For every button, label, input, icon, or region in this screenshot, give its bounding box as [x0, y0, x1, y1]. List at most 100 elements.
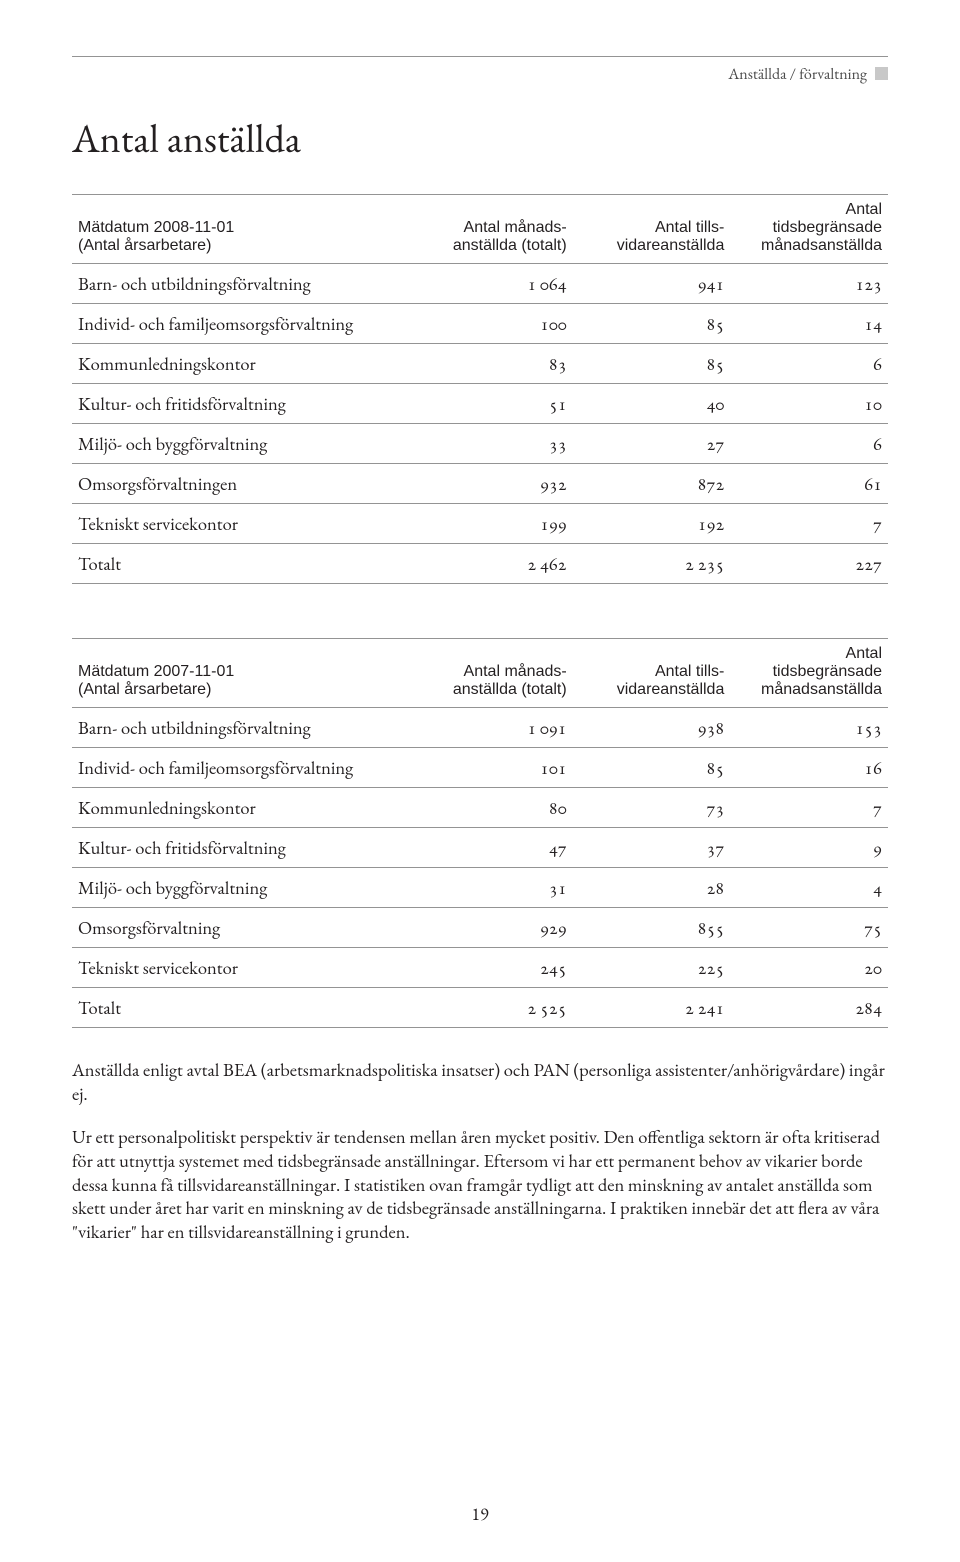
cell-value: 2 235 [573, 544, 731, 584]
cell-value: 51 [415, 384, 573, 424]
cell-value: 28 [573, 868, 731, 908]
col-header-1: Antal månads- anställda (totalt) [415, 195, 573, 264]
cell-value: 9 [730, 828, 888, 868]
table-2007: Mätdatum 2007-11-01 (Antal årsarbetare) … [72, 638, 888, 1028]
cell-value: 227 [730, 544, 888, 584]
table-header-row: Mätdatum 2008-11-01 (Antal årsarbetare) … [72, 195, 888, 264]
cell-value: 80 [415, 788, 573, 828]
table-row: Kommunledningskontor83856 [72, 344, 888, 384]
row-label: Totalt [72, 544, 415, 584]
cell-value: 75 [730, 908, 888, 948]
footnote: Anställda enligt avtal BEA (arbetsmarkna… [72, 1058, 888, 1105]
table-row: Barn- och utbildningsförvaltning1 064941… [72, 264, 888, 304]
cell-value: 872 [573, 464, 731, 504]
row-label: Omsorgsförvaltningen [72, 464, 415, 504]
row-label: Barn- och utbildningsförvaltning [72, 708, 415, 748]
table-row: Kultur- och fritidsförvaltning514010 [72, 384, 888, 424]
col-header-label: Mätdatum 2008-11-01 (Antal årsarbetare) [72, 195, 415, 264]
cell-value: 225 [573, 948, 731, 988]
table-row: Omsorgsförvaltningen93287261 [72, 464, 888, 504]
section-label-row: Anställda / förvaltning [72, 63, 888, 84]
cell-value: 61 [730, 464, 888, 504]
table-body-2008: Barn- och utbildningsförvaltning1 064941… [72, 264, 888, 584]
cell-value: 83 [415, 344, 573, 384]
table-row: Totalt2 4622 235227 [72, 544, 888, 584]
cell-value: 27 [573, 424, 731, 464]
table-row: Individ- och familjeomsorgsförvaltning10… [72, 304, 888, 344]
cell-value: 245 [415, 948, 573, 988]
section-square-icon [875, 67, 888, 80]
cell-value: 192 [573, 504, 731, 544]
col-header-3: Antal tidsbegränsade månadsanställda [730, 195, 888, 264]
table-2008: Mätdatum 2008-11-01 (Antal årsarbetare) … [72, 194, 888, 584]
row-label: Kommunledningskontor [72, 788, 415, 828]
row-label: Totalt [72, 988, 415, 1028]
col-header-label: Mätdatum 2007-11-01 (Antal årsarbetare) [72, 639, 415, 708]
section-label: Anställda / förvaltning [728, 63, 867, 84]
table-row: Totalt2 5252 241284 [72, 988, 888, 1028]
cell-value: 941 [573, 264, 731, 304]
table-row: Kommunledningskontor80737 [72, 788, 888, 828]
row-label: Miljö- och byggförvaltning [72, 868, 415, 908]
table-row: Tekniskt servicekontor24522520 [72, 948, 888, 988]
cell-value: 31 [415, 868, 573, 908]
cell-value: 7 [730, 788, 888, 828]
row-label: Kommunledningskontor [72, 344, 415, 384]
table-row: Omsorgsförvaltning92985575 [72, 908, 888, 948]
cell-value: 2 462 [415, 544, 573, 584]
cell-value: 6 [730, 424, 888, 464]
body-paragraph: Ur ett personalpolitiskt perspektiv är t… [72, 1125, 888, 1243]
row-label: Kultur- och fritidsförvaltning [72, 828, 415, 868]
table-header-row: Mätdatum 2007-11-01 (Antal årsarbetare) … [72, 639, 888, 708]
table-row: Barn- och utbildningsförvaltning1 091938… [72, 708, 888, 748]
cell-value: 20 [730, 948, 888, 988]
row-label: Tekniskt servicekontor [72, 948, 415, 988]
cell-value: 85 [573, 344, 731, 384]
cell-value: 2 241 [573, 988, 731, 1028]
cell-value: 153 [730, 708, 888, 748]
col-header-2: Antal tills- vidareanställda [573, 195, 731, 264]
top-rule [72, 56, 888, 57]
table-row: Tekniskt servicekontor1991927 [72, 504, 888, 544]
cell-value: 938 [573, 708, 731, 748]
page-number: 19 [0, 1503, 960, 1526]
table-row: Individ- och familjeomsorgsförvaltning10… [72, 748, 888, 788]
cell-value: 7 [730, 504, 888, 544]
cell-value: 2 525 [415, 988, 573, 1028]
table-body-2007: Barn- och utbildningsförvaltning1 091938… [72, 708, 888, 1028]
cell-value: 284 [730, 988, 888, 1028]
cell-value: 1 064 [415, 264, 573, 304]
row-label: Individ- och familjeomsorgsförvaltning [72, 304, 415, 344]
cell-value: 14 [730, 304, 888, 344]
cell-value: 4 [730, 868, 888, 908]
table-row: Miljö- och byggförvaltning33276 [72, 424, 888, 464]
cell-value: 85 [573, 304, 731, 344]
cell-value: 1 091 [415, 708, 573, 748]
cell-value: 47 [415, 828, 573, 868]
cell-value: 100 [415, 304, 573, 344]
cell-value: 101 [415, 748, 573, 788]
col-header-3: Antal tidsbegränsade månadsanställda [730, 639, 888, 708]
row-label: Kultur- och fritidsförvaltning [72, 384, 415, 424]
row-label: Tekniskt servicekontor [72, 504, 415, 544]
cell-value: 855 [573, 908, 731, 948]
cell-value: 33 [415, 424, 573, 464]
table-row: Kultur- och fritidsförvaltning47379 [72, 828, 888, 868]
cell-value: 40 [573, 384, 731, 424]
cell-value: 932 [415, 464, 573, 504]
col-header-1: Antal månads- anställda (totalt) [415, 639, 573, 708]
row-label: Omsorgsförvaltning [72, 908, 415, 948]
col-header-2: Antal tills- vidareanställda [573, 639, 731, 708]
cell-value: 10 [730, 384, 888, 424]
cell-value: 123 [730, 264, 888, 304]
table-row: Miljö- och byggförvaltning31284 [72, 868, 888, 908]
cell-value: 37 [573, 828, 731, 868]
cell-value: 16 [730, 748, 888, 788]
cell-value: 85 [573, 748, 731, 788]
cell-value: 73 [573, 788, 731, 828]
row-label: Individ- och familjeomsorgsförvaltning [72, 748, 415, 788]
page-title: Antal anställda [72, 112, 888, 164]
row-label: Barn- och utbildningsförvaltning [72, 264, 415, 304]
cell-value: 6 [730, 344, 888, 384]
row-label: Miljö- och byggförvaltning [72, 424, 415, 464]
